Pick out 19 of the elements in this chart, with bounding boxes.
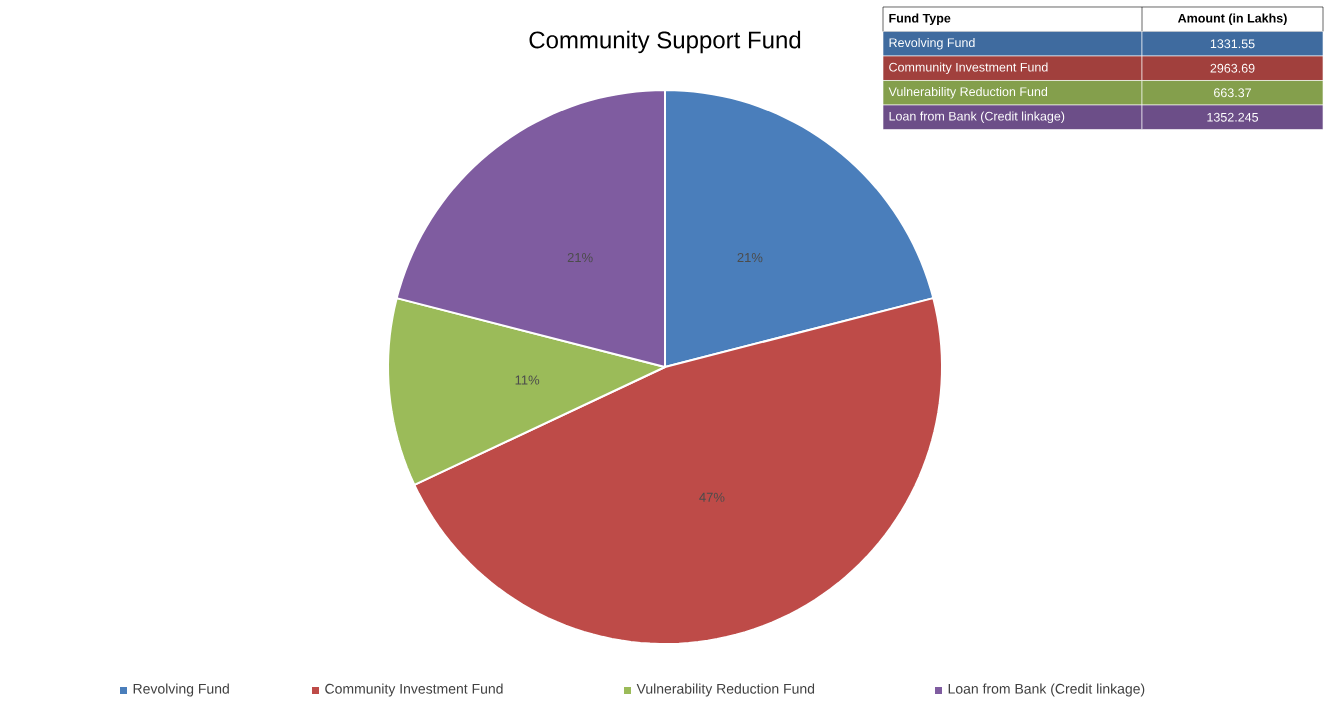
- category-label: Community Investment Fund: [889, 62, 1048, 75]
- legend-label: Community Investment Fund: [325, 683, 503, 697]
- category-label: Loan from Bank (Credit linkage): [889, 111, 1065, 124]
- category-label: Vulnerability Reduction Fund: [888, 86, 1048, 99]
- data-label: 11%: [515, 375, 540, 385]
- data-label: 47%: [699, 492, 725, 502]
- legend-label: Loan from Bank (Credit linkage): [948, 683, 1145, 697]
- data-label: 21%: [567, 252, 593, 263]
- text: 1352.245: [1207, 112, 1259, 122]
- data-label: 21%: [737, 252, 763, 263]
- legend-label: Revolving Fund: [133, 683, 229, 697]
- legend-label: Vulnerability Reduction Fund: [636, 683, 815, 697]
- text: 1331.55: [1210, 39, 1255, 49]
- text: 663.37: [1214, 88, 1251, 98]
- text: 2963.69: [1210, 63, 1255, 73]
- slice-label: Revolving Fund: [889, 37, 975, 50]
- chart-title: Community Support Fund: [529, 30, 801, 54]
- text: Amount (in Lakhs): [1177, 13, 1287, 26]
- text: Fund Type: [889, 13, 951, 26]
